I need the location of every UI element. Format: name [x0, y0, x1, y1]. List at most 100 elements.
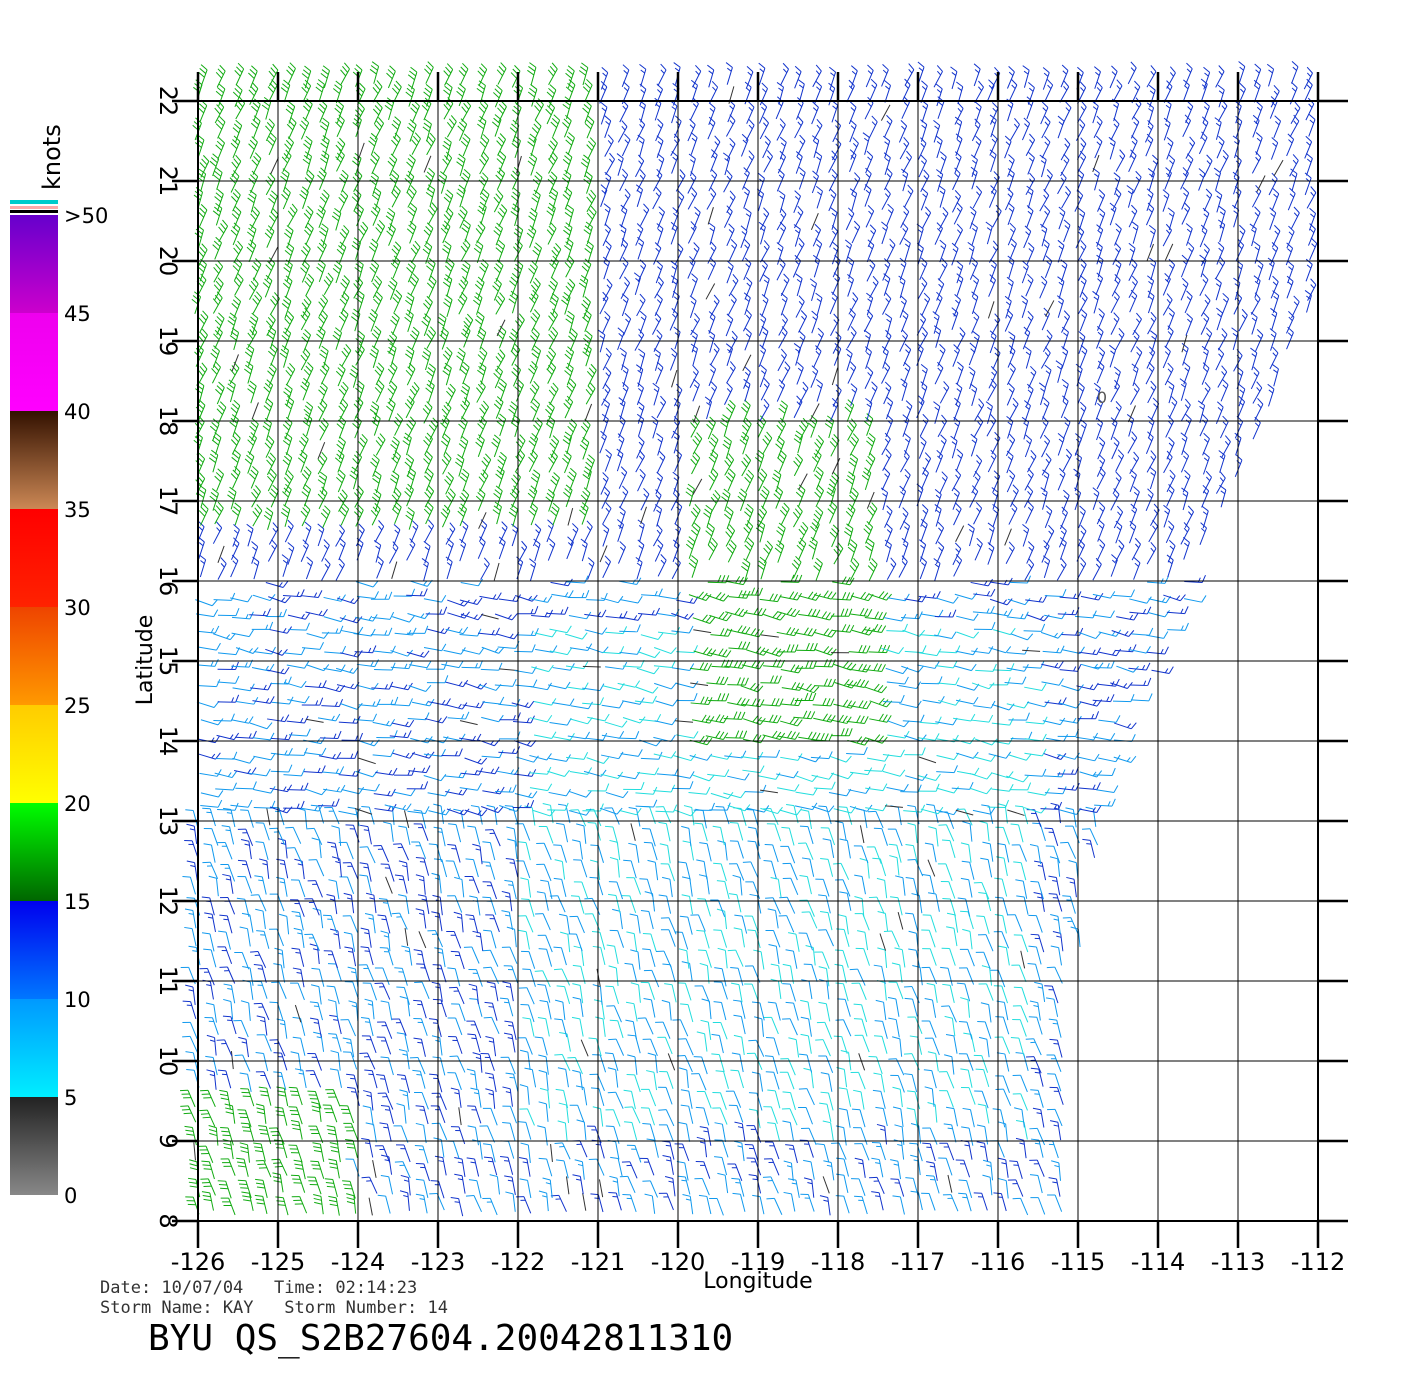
wind-barb-278 — [681, 1105, 693, 1124]
wind-barb-3367 — [657, 136, 663, 158]
wind-barb-413 — [410, 1057, 425, 1074]
wind-barb-3207 — [1215, 190, 1221, 212]
wind-barb-1725 — [741, 628, 763, 636]
wind-barb-1382 — [410, 736, 432, 743]
wind-barb-3110 — [641, 204, 649, 226]
wind-barb-3370 — [711, 136, 719, 158]
wind-barb-1041 — [823, 839, 834, 858]
wind-barb-3109 — [621, 205, 627, 227]
wind-barb-385 — [803, 1068, 813, 1088]
wind-barb-975 — [555, 860, 565, 880]
wind-barb-275 — [624, 1107, 640, 1123]
wind-barb-1314 — [1057, 767, 1078, 774]
wind-barb-1296 — [742, 766, 764, 773]
wind-barb-296 — [993, 1109, 1005, 1128]
wind-barb-974 — [536, 864, 551, 881]
wind-barb-550 — [183, 1001, 196, 1019]
wind-barb-2127 — [796, 485, 805, 507]
wind-barb-2246 — [812, 450, 821, 472]
wind-barb-715 — [451, 951, 464, 969]
wind-barb-213 — [416, 1123, 426, 1143]
wind-barb-2580 — [245, 344, 254, 366]
wind-barb-507 — [310, 1018, 321, 1037]
wind-barb-1115 — [297, 808, 306, 828]
wind-barb-431 — [732, 1053, 743, 1072]
wind-barb-1207 — [1007, 810, 1024, 815]
wind-barb-1728 — [794, 628, 816, 636]
wind-barb-638 — [851, 983, 866, 1000]
wind-barb-560 — [365, 999, 374, 1019]
wind-barb-2713 — [390, 313, 399, 335]
wind-barb-389 — [873, 1073, 884, 1092]
wind-barb-786 — [818, 930, 833, 946]
wind-barb-1007 — [217, 843, 232, 860]
wind-barb-3097 — [408, 203, 417, 225]
wind-barb-749 — [1051, 946, 1062, 965]
wind-barb-603 — [243, 980, 253, 1000]
wind-barb-188 — [854, 1144, 869, 1161]
wind-barb-1799 — [1058, 607, 1079, 614]
wind-barb-1676 — [849, 645, 870, 653]
wind-barb-2555 — [904, 362, 911, 384]
wind-barb-2870 — [918, 277, 927, 299]
wind-barb-1568 — [865, 684, 887, 693]
wind-barb-954 — [187, 861, 197, 881]
wind-barb-1168 — [318, 799, 339, 806]
wind-barb-1008 — [241, 840, 251, 860]
wind-barb-1277 — [408, 766, 430, 773]
wind-barb-262 — [396, 1104, 406, 1124]
wind-barb-592 — [925, 999, 936, 1018]
wind-barb-827 — [641, 911, 653, 929]
wind-barb-468 — [504, 1033, 515, 1052]
wind-barb-1866 — [252, 557, 258, 579]
wind-barb-2064 — [703, 505, 712, 527]
wind-barb-2482 — [709, 382, 717, 404]
wind-barb-1906 — [954, 554, 962, 576]
wind-barb-913 — [359, 875, 371, 894]
wind-barb-2673 — [798, 331, 805, 353]
wind-barb-759 — [344, 932, 355, 951]
wind-barb-1510 — [795, 693, 816, 701]
wind-barb-3085 — [198, 204, 207, 226]
wind-barb-2962 — [285, 243, 294, 265]
wind-barb-2265 — [1147, 451, 1156, 473]
wind-barb-1287 — [584, 770, 606, 776]
wind-barb-2329 — [1222, 436, 1231, 458]
wind-barb-2227 — [482, 454, 491, 476]
wind-barb-2405 — [423, 401, 432, 423]
wind-barb-1 — [202, 1192, 214, 1211]
wind-barb-2647 — [333, 328, 342, 350]
wind-barb-498 — [1026, 1039, 1041, 1055]
wind-barb-1035 — [717, 841, 727, 861]
wind-barb-1766 — [481, 614, 498, 619]
wind-barb-3362 — [566, 133, 575, 155]
wind-barb-2250 — [883, 449, 892, 471]
wind-barb-885 — [765, 898, 780, 914]
wind-barb-869 — [482, 897, 495, 915]
wind-barb-931 — [682, 877, 692, 897]
wind-barb-2133 — [899, 486, 906, 508]
wind-barb-1649 — [374, 646, 396, 653]
wind-barb-2090 — [1163, 505, 1169, 527]
wind-barb-1742 — [1041, 632, 1063, 638]
wind-barb-820 — [518, 916, 533, 933]
wind-barb-2371 — [903, 415, 909, 437]
wind-barb-1500 — [622, 698, 644, 705]
wind-barb-119 — [519, 1157, 530, 1176]
wind-barb-190 — [894, 1140, 904, 1160]
wind-barb-1419 — [1058, 729, 1079, 736]
wind-barb-300 — [180, 1090, 195, 1107]
wind-barb-3172 — [601, 185, 607, 207]
wind-barb-1826 — [551, 590, 573, 597]
wind-barb-3218 — [281, 169, 290, 191]
wind-barb-1358 — [919, 757, 936, 763]
wind-barb-1973 — [1132, 538, 1140, 560]
wind-barb-3412 — [320, 118, 329, 140]
wind-barb-2477 — [622, 382, 629, 404]
wind-barb-1030 — [628, 843, 639, 862]
wind-barb-3329 — [1116, 150, 1125, 172]
wind-barb-191 — [909, 1143, 922, 1161]
wind-barb-1286 — [570, 767, 592, 774]
wind-barb-1651 — [407, 651, 429, 657]
wind-barb-391 — [904, 1074, 916, 1092]
